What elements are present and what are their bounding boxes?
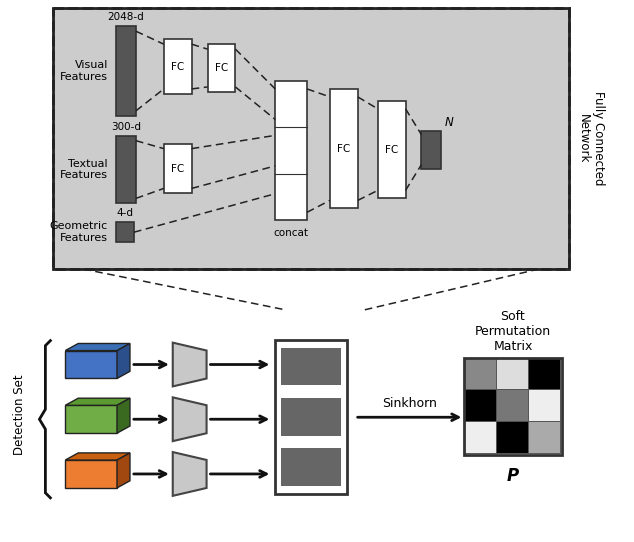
Bar	[528, 421, 560, 453]
Text: 300-d: 300-d	[111, 122, 141, 132]
Polygon shape	[172, 397, 207, 441]
Text: Sinkhorn: Sinkhorn	[382, 397, 437, 410]
Text: 2048-d: 2048-d	[108, 12, 145, 22]
Bar	[53, 8, 569, 269]
Polygon shape	[172, 452, 207, 496]
Text: Textual
Features: Textual Features	[60, 159, 108, 180]
Bar	[528, 389, 560, 421]
Text: FC: FC	[337, 144, 351, 153]
Text: Visual
Features: Visual Features	[60, 60, 108, 82]
Bar	[496, 358, 528, 389]
Bar	[281, 448, 341, 486]
Bar	[116, 136, 136, 203]
Text: Detection Set: Detection Set	[13, 374, 26, 455]
Text: Geometric
Features: Geometric Features	[50, 221, 108, 243]
Bar	[496, 421, 528, 453]
Text: concat: concat	[274, 228, 309, 238]
Polygon shape	[172, 343, 207, 386]
Bar	[464, 358, 496, 389]
Bar	[422, 131, 441, 169]
Text: FC: FC	[215, 63, 228, 73]
Bar	[281, 398, 341, 436]
Bar	[496, 389, 528, 421]
Bar	[116, 222, 134, 242]
Bar	[275, 81, 307, 220]
Bar	[53, 8, 569, 269]
Bar	[464, 389, 496, 421]
Text: FC: FC	[385, 145, 398, 154]
Text: 4-d: 4-d	[117, 208, 134, 218]
Text: FC: FC	[171, 164, 184, 173]
Bar	[164, 39, 191, 94]
Bar	[378, 101, 406, 198]
Polygon shape	[65, 351, 117, 378]
Polygon shape	[117, 453, 130, 488]
Bar	[207, 44, 235, 92]
Polygon shape	[65, 398, 130, 405]
Polygon shape	[65, 344, 130, 351]
Polygon shape	[65, 405, 117, 433]
Bar	[464, 421, 496, 453]
Text: $N$: $N$	[444, 116, 455, 129]
Bar	[528, 358, 560, 389]
Bar	[464, 358, 562, 455]
Polygon shape	[117, 398, 130, 433]
Bar	[164, 144, 191, 193]
Polygon shape	[65, 460, 117, 488]
Text: $\boldsymbol{P}$: $\boldsymbol{P}$	[506, 467, 520, 485]
Bar	[281, 347, 341, 385]
Text: Soft
Permutation
Matrix: Soft Permutation Matrix	[475, 309, 551, 353]
Text: FC: FC	[171, 62, 184, 72]
Polygon shape	[117, 344, 130, 378]
Bar	[330, 89, 358, 208]
Bar	[275, 340, 347, 494]
Bar	[116, 26, 136, 116]
Polygon shape	[65, 453, 130, 460]
Text: Fully Connected
Network: Fully Connected Network	[576, 92, 605, 186]
